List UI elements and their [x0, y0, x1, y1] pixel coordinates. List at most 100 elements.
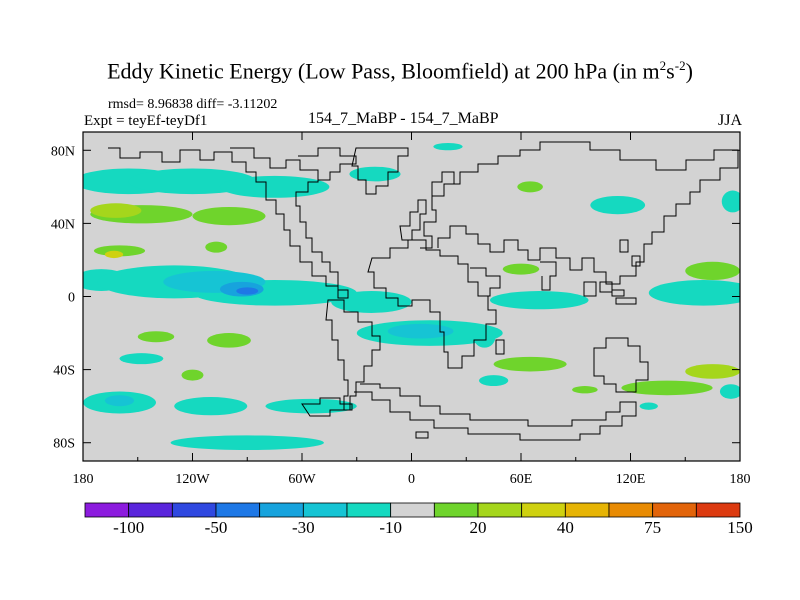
y-tick-label-3: 40S: [53, 364, 75, 379]
contour-blob-29: [119, 353, 164, 365]
x-tick-label-1: 120W: [175, 472, 210, 487]
x-tick-label-5: 120E: [616, 472, 646, 487]
contour-blob-32: [174, 397, 248, 416]
x-tick-label-3: 0: [408, 472, 415, 487]
contour-blob-37: [572, 386, 598, 394]
contour-blob-22: [473, 325, 496, 348]
colorbar-label-6: 75: [644, 518, 661, 537]
coastline-antarctic-coast-small: [415, 431, 429, 439]
contour-blob-6: [192, 206, 266, 226]
season-label: JJA: [717, 112, 742, 129]
y-tick-label-0: 80N: [51, 144, 75, 159]
coastline-india: [540, 261, 557, 291]
contour-blob-9: [721, 190, 740, 213]
coastline-japan: [619, 239, 641, 267]
chart-title: Eddy Kinetic Energy (Low Pass, Bloomfiel…: [0, 58, 800, 84]
colorbar-label-4: 20: [470, 518, 487, 537]
colorbar-label-0: -100: [113, 518, 144, 537]
colorbar-box-0: [84, 502, 130, 518]
coastline-greenland: [351, 147, 409, 195]
colorbar-box-7: [390, 502, 435, 518]
coastline-arabia: [470, 267, 501, 297]
coastline-north-america: [108, 147, 349, 299]
contour-blob-2: [219, 175, 330, 198]
title-close-paren: ): [685, 58, 693, 84]
coastline-eurasia: [420, 141, 739, 285]
coastline-antarctica: [354, 383, 637, 441]
contour-blob-3: [349, 166, 401, 182]
field-contours: [83, 142, 740, 451]
colorbar-box-8: [433, 502, 479, 518]
colorbar-box-3: [215, 502, 261, 518]
x-tick-label-4: 60E: [510, 472, 533, 487]
colorbar-box-14: [695, 502, 741, 518]
coastline-antarctic-peninsula: [301, 397, 353, 417]
contour-blob-16: [331, 291, 412, 313]
coastline-africa: [367, 239, 497, 369]
contour-blob-40: [719, 384, 740, 399]
colorbar-label-5: 40: [557, 518, 574, 537]
contour-blob-41: [639, 402, 658, 410]
contour-blob-12: [205, 241, 228, 253]
contour-blob-25: [648, 280, 740, 306]
contour-blob-23: [502, 263, 540, 275]
title-unit-s: s: [666, 58, 675, 84]
plot-frame: 180 120W 60W 0 60E 120E 180 80N 40N 0 40S 80S: [51, 131, 751, 487]
colorbar: -100 -50 -30 -10 20 40 75 150: [84, 502, 753, 537]
contour-blob-19: [236, 287, 259, 295]
colorbar-box-11: [564, 502, 610, 518]
colorbar-box-6: [346, 502, 392, 518]
contour-blob-26: [685, 261, 740, 281]
contour-blob-5: [90, 203, 142, 218]
contour-blob-38: [621, 380, 713, 396]
title-superscript-minus2: -2: [674, 58, 686, 73]
colorbar-box-5: [302, 502, 348, 518]
contour-blob-42: [170, 435, 324, 451]
contour-blob-24: [489, 291, 589, 310]
contour-blob-35: [493, 356, 567, 372]
x-tick-label-0: 180: [73, 472, 94, 487]
case-label: 154_7_MaBP - 154_7_MaBP: [308, 110, 499, 127]
colorbar-label-1: -50: [205, 518, 228, 537]
y-tick-label-1: 40N: [51, 217, 75, 232]
contour-blob-33: [265, 398, 357, 414]
colorbar-box-1: [128, 502, 173, 518]
x-tick-label-6: 180: [730, 472, 751, 487]
contour-blob-7: [517, 181, 543, 193]
colorbar-label-2: -30: [292, 518, 315, 537]
colorbar-box-10: [521, 502, 566, 518]
coastline-canadian-islands: [298, 147, 357, 181]
colorbar-box-2: [171, 502, 217, 518]
coastline-australia: [593, 337, 649, 393]
contour-blob-11: [104, 250, 124, 259]
title-text: Eddy Kinetic Energy (Low Pass, Bloomfiel…: [107, 58, 660, 84]
contour-blob-27: [137, 331, 175, 343]
colorbar-label-3: -10: [379, 518, 402, 537]
colorbar-box-12: [608, 502, 654, 518]
contour-blob-21: [387, 323, 454, 339]
coastline-madagascar: [495, 339, 505, 355]
contour-blob-39: [685, 364, 740, 379]
contour-blob-34: [181, 369, 204, 381]
y-tick-label-4: 80S: [53, 437, 75, 452]
stats-label: rmsd= 8.96838 diff= -3.11202: [108, 97, 278, 112]
colorbar-label-7: 150: [727, 518, 753, 537]
contour-blob-28: [207, 333, 251, 348]
coastline-south-america: [325, 299, 381, 411]
colorbar-box-13: [652, 502, 697, 518]
contour-blob-36: [479, 375, 509, 387]
contour-blob-43: [433, 142, 463, 151]
colorbar-box-9: [477, 502, 523, 518]
colorbar-box-4: [259, 502, 304, 518]
coastline-maritime-continent: [611, 289, 637, 305]
x-tick-label-2: 60W: [288, 472, 316, 487]
title-superscript-2: 2: [659, 58, 667, 73]
experiment-label: Expt = teyEf-teyDf1: [84, 113, 208, 129]
coastline-scandinavia: [431, 171, 455, 196]
y-tick-label-2: 0: [68, 291, 75, 306]
contour-blob-8: [590, 195, 646, 215]
coastlines: [108, 141, 739, 441]
contour-blob-31: [104, 395, 135, 407]
